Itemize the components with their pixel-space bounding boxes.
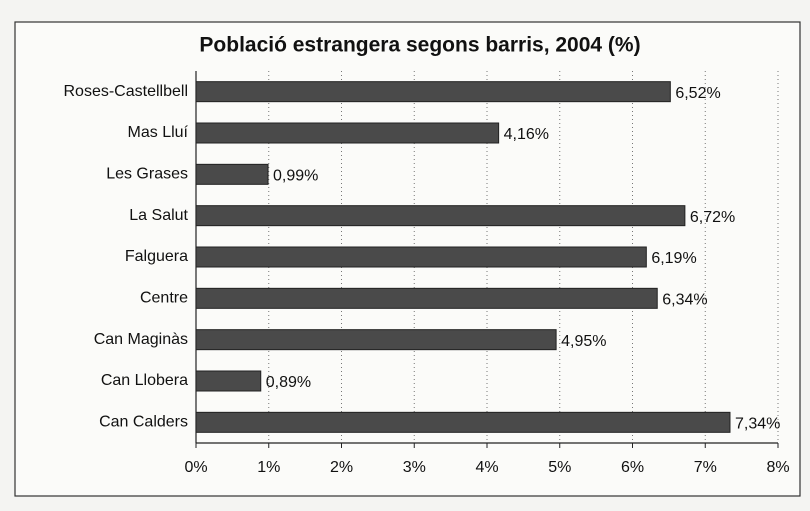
value-label: 7,34%: [735, 416, 780, 433]
value-label: 6,19%: [651, 250, 696, 267]
bar: [195, 205, 686, 227]
x-tick-label: 5%: [548, 459, 571, 476]
x-tick-label: 4%: [475, 459, 498, 476]
x-tick-label: 2%: [330, 459, 353, 476]
y-tick-label: Can Maginàs: [94, 331, 188, 348]
y-tick-label: Les Grases: [106, 166, 188, 183]
bar: [195, 329, 557, 351]
x-tick-label: 0%: [184, 459, 207, 476]
y-tick-label: Can Calders: [99, 414, 188, 431]
value-label: 6,52%: [675, 85, 720, 102]
bar: [195, 81, 671, 103]
chart-title: Població estrangera segons barris, 2004 …: [199, 34, 640, 57]
value-label: 0,99%: [273, 168, 318, 185]
bar: [195, 163, 269, 185]
x-tick-label: 7%: [694, 459, 717, 476]
x-tick-label: 3%: [403, 459, 426, 476]
bar: [195, 370, 262, 392]
y-tick-label: Mas Lluí: [128, 124, 189, 141]
bar: [195, 246, 647, 268]
y-tick-label: Falguera: [125, 248, 188, 265]
bar: [195, 122, 500, 144]
value-label: 6,72%: [690, 209, 735, 226]
value-label: 4,95%: [561, 333, 606, 350]
y-tick-label: La Salut: [129, 207, 188, 224]
bar: [195, 287, 658, 309]
x-tick-label: 6%: [621, 459, 644, 476]
value-label: 6,34%: [662, 292, 707, 309]
x-tick-label: 1%: [257, 459, 280, 476]
y-tick-label: Centre: [140, 290, 188, 307]
value-label: 4,16%: [504, 126, 549, 143]
y-tick-label: Can Llobera: [101, 372, 188, 389]
x-tick-label: 8%: [766, 459, 789, 476]
y-tick-label: Roses-Castellbell: [64, 83, 189, 100]
bar: [195, 411, 731, 433]
value-label: 0,89%: [266, 374, 311, 391]
